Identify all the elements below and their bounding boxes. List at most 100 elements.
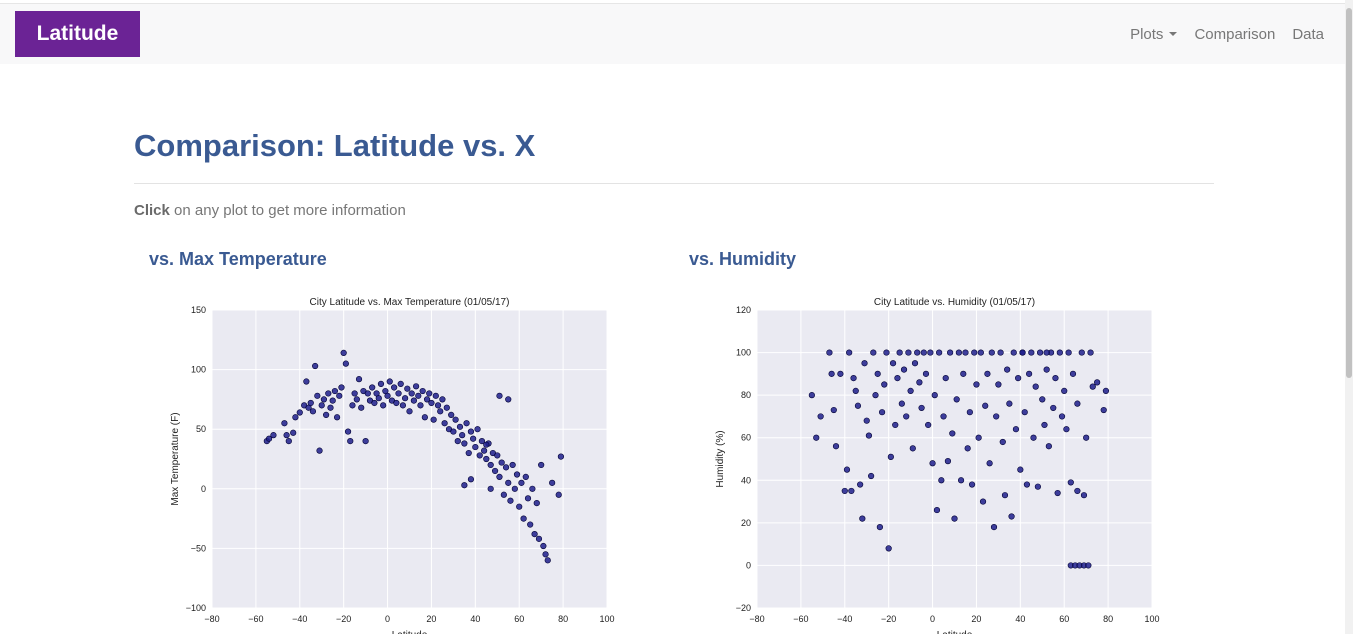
scatter-point	[362, 438, 369, 445]
scatter-point	[925, 421, 932, 429]
scatter-point	[872, 392, 879, 399]
scatter-point	[1043, 349, 1050, 356]
scatter-point	[1023, 481, 1031, 488]
x-tick-label: −60	[793, 614, 808, 624]
scatter-point	[434, 402, 442, 409]
scatter-point	[535, 535, 543, 542]
scatter-point	[968, 481, 976, 488]
scatter-point	[865, 432, 873, 439]
nav-comparison-link[interactable]: Comparison	[1194, 25, 1276, 43]
scatter-point	[557, 453, 565, 460]
scatter-point	[452, 416, 459, 423]
scatter-point	[990, 524, 998, 531]
scatter-point	[813, 434, 820, 441]
x-axis-label: Latitude	[392, 630, 428, 634]
scatter-point	[380, 402, 387, 409]
scatter-point	[412, 383, 420, 390]
scatter-point	[837, 370, 844, 377]
scatter-point	[303, 378, 310, 385]
scatter-point	[331, 387, 338, 395]
y-tick-label: 20	[741, 518, 751, 528]
scatter-point	[920, 349, 927, 356]
scatter-point	[878, 409, 886, 416]
scatter-point	[881, 381, 888, 388]
scatter-point	[516, 503, 523, 510]
x-tick-label: 0	[385, 614, 390, 624]
scatter-point	[953, 396, 960, 403]
scatter-point	[312, 362, 319, 370]
scatter-point	[325, 390, 332, 397]
scatter-point	[1063, 426, 1070, 433]
scatter-point	[540, 542, 547, 550]
y-tick-label: 0	[201, 484, 206, 494]
scatter-point	[993, 413, 1000, 420]
scatter-point	[406, 408, 413, 415]
scatter-point	[846, 349, 853, 356]
y-tick-label: −100	[186, 603, 206, 613]
scatter-point	[918, 404, 925, 412]
scrollbar-thumb[interactable]	[1346, 8, 1352, 378]
plot-humidity[interactable]: City Latitude vs. Humidity (01/05/17) −80…	[705, 290, 1185, 634]
scatter-point	[426, 390, 433, 397]
scatter-point	[892, 421, 899, 429]
scatter-point	[1083, 434, 1090, 441]
scatter-point	[898, 400, 905, 407]
scatter-point	[808, 392, 815, 399]
scatter-point	[832, 443, 840, 450]
navbar: Latitude Plots Comparison Data	[0, 4, 1345, 64]
scatter-point	[531, 530, 538, 538]
scatter-point	[555, 491, 562, 498]
scatter-point	[437, 408, 444, 415]
nav-plots-dropdown[interactable]: Plots	[1130, 26, 1178, 43]
scatter-point	[907, 387, 914, 394]
scatter-point	[936, 349, 943, 356]
scatter-point	[474, 426, 481, 433]
scatter-point	[841, 487, 848, 495]
scatter-point	[496, 473, 503, 480]
scatter-point	[327, 404, 334, 411]
scatter-point	[505, 479, 512, 486]
scatter-point	[355, 376, 363, 383]
scatter-point	[395, 390, 402, 397]
scatter-point	[859, 515, 866, 522]
scatter-point	[283, 432, 290, 439]
x-tick-label: −20	[336, 614, 351, 624]
x-tick-label: 40	[1015, 614, 1025, 624]
y-tick-label: −50	[191, 543, 206, 553]
scatter-point	[511, 485, 518, 492]
plot-max-temperature[interactable]: City Latitude vs. Max Temperature (01/05…	[160, 290, 640, 634]
scatter-point	[1030, 434, 1037, 441]
scatter-point	[854, 402, 862, 409]
scatter-point	[1026, 370, 1033, 377]
scatter-point	[903, 413, 910, 420]
scatter-point	[1102, 387, 1110, 394]
page-scrollbar[interactable]	[1345, 0, 1353, 634]
scatter-point	[421, 414, 428, 421]
scatter-point	[984, 370, 991, 377]
scatter-point	[852, 387, 859, 394]
scatter-point	[909, 445, 916, 452]
scatter-point	[467, 476, 475, 483]
scatter-point	[955, 349, 962, 356]
scatter-point	[1080, 492, 1088, 499]
scatter-point	[1034, 483, 1041, 490]
scatter-point	[463, 420, 470, 427]
scatter-point	[467, 428, 475, 435]
scatter-point	[870, 349, 877, 356]
scatter-point	[979, 498, 987, 505]
scatter-point	[522, 473, 529, 480]
intro-rest: on any plot to get more information	[169, 202, 406, 219]
scatter-point	[960, 370, 967, 377]
scatter-point	[538, 461, 545, 469]
scatter-point	[887, 453, 894, 460]
brand-logo[interactable]: Latitude	[15, 11, 140, 57]
scatter-point	[338, 384, 345, 391]
nav-data-link[interactable]: Data	[1292, 25, 1324, 43]
scatter-point	[351, 390, 358, 397]
scatter-point	[966, 409, 973, 416]
y-tick-label: 50	[196, 424, 206, 434]
scatter-point	[483, 441, 490, 448]
scatter-point	[432, 392, 439, 399]
scatter-point	[402, 395, 409, 402]
scatter-point	[929, 460, 936, 467]
